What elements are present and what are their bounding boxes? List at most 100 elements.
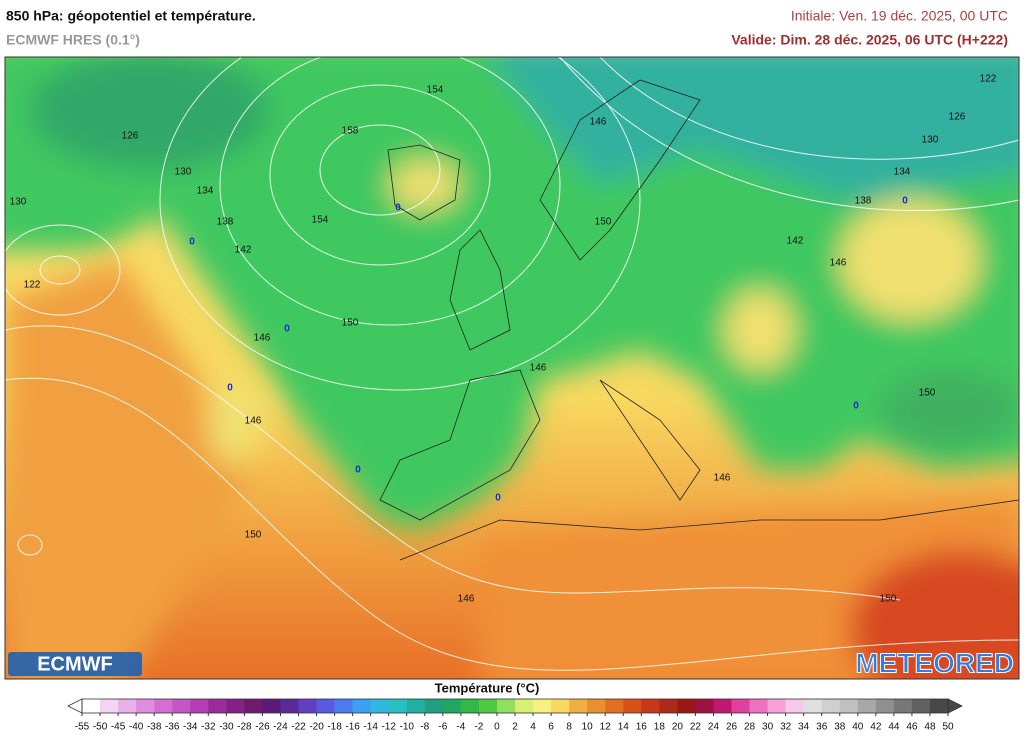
- valid-time: Valide: Dim. 28 déc. 2025, 06 UTC (H+222…: [731, 32, 1008, 48]
- colorbar-cell: [515, 699, 534, 713]
- colorbar-tick-label: -38: [147, 722, 162, 733]
- colorbar-tick-label: -6: [438, 722, 447, 733]
- colorbar-tick-label: 36: [816, 722, 828, 733]
- colorbar-tick-label: -50: [93, 722, 108, 733]
- colorbar-cell: [388, 699, 408, 713]
- contour-label: 146: [590, 117, 607, 128]
- contour-label: 122: [980, 74, 997, 85]
- colorbar-tick-label: 12: [600, 722, 612, 733]
- colorbar-tick-label: -8: [420, 722, 429, 733]
- colorbar-cell: [659, 699, 678, 713]
- colorbar-cell: [280, 699, 299, 713]
- colorbar: -55 -50 -45 -40 -38 -36 -34 -32 -30 -28 -26 -24 -22-…: [67, 698, 963, 733]
- colorbar-arrow: [947, 698, 963, 714]
- contour-label: 146: [458, 594, 475, 605]
- logo-ecmwf: ECMWF: [37, 653, 113, 675]
- colorbar-title: Température (°C): [435, 680, 540, 695]
- colorbar-tick-label: 14: [618, 722, 630, 733]
- colorbar-tick-label: -20: [309, 722, 324, 733]
- colorbar-cell: [605, 699, 624, 713]
- colorbar-tick-label: -18: [327, 722, 342, 733]
- colorbar-cell: [298, 699, 317, 713]
- colorbar-tick-label: -14: [363, 722, 378, 733]
- map: 154 126 130 134 138 142 158 154 146 150 …: [5, 57, 1019, 679]
- colorbar-tick-label: -30: [219, 722, 234, 733]
- colorbar-tick-label: 4: [530, 722, 536, 733]
- logo-meteored: METEORED: [855, 647, 1014, 678]
- colorbar-cell: [533, 699, 552, 713]
- colorbar-tick-label: 8: [566, 722, 572, 733]
- contour-label: 126: [122, 131, 139, 142]
- colorbar-cell: [352, 699, 371, 713]
- colorbar-cell: [785, 699, 804, 713]
- colorbar-tick-label: 40: [852, 722, 864, 733]
- colorbar-cell: [587, 699, 606, 713]
- isotherm-label: 0: [395, 203, 401, 214]
- colorbar-tick-label: -45: [111, 722, 126, 733]
- colorbar-tick-label: 50: [942, 722, 954, 733]
- colorbar-cell: [190, 699, 209, 713]
- colorbar-cell: [695, 699, 714, 713]
- colorbar-tick-label: 30: [762, 722, 774, 733]
- contour-label: 122: [24, 280, 41, 291]
- colorbar-cell: [226, 699, 245, 713]
- contour-label: 150: [342, 318, 359, 329]
- isotherm-label: 0: [189, 237, 195, 248]
- colorbar-cell: [893, 699, 913, 713]
- contour-label: 154: [427, 85, 444, 96]
- colorbar-cell: [857, 699, 877, 713]
- colorbar-tick-label: -22: [291, 722, 306, 733]
- colorbar-tick-label: 24: [708, 722, 720, 733]
- colorbar-cell: [929, 699, 949, 713]
- isotherm-labels: 0 0 0 0 0 0 0 0: [189, 196, 908, 504]
- contour-label: 150: [245, 530, 262, 541]
- colorbar-cell: [208, 699, 227, 713]
- colorbar-tick-label: -40: [129, 722, 144, 733]
- colorbar-tick-label: 44: [888, 722, 900, 733]
- isotherm-label: 0: [227, 383, 233, 394]
- contour-label: 142: [787, 236, 804, 247]
- colorbar-cell: [334, 699, 353, 713]
- colorbar-cell: [623, 699, 642, 713]
- colorbar-cell: [244, 699, 263, 713]
- isotherm-label: 0: [284, 324, 290, 335]
- contour-label: 134: [197, 186, 214, 197]
- contour-label: 150: [595, 217, 612, 228]
- colorbar-tick-label: -36: [165, 722, 180, 733]
- colorbar-tick-label: -32: [201, 722, 216, 733]
- colorbar-tick-label: -26: [255, 722, 270, 733]
- contour-label: 158: [342, 126, 359, 137]
- colorbar-cell: [442, 699, 462, 713]
- colorbar-tick-label: 46: [906, 722, 918, 733]
- colorbar-cell: [641, 699, 660, 713]
- colorbar-tick-label: -4: [456, 722, 465, 733]
- initial-time: Initiale: Ven. 19 déc. 2025, 00 UTC: [791, 8, 1008, 24]
- contour-label: 130: [175, 167, 192, 178]
- colorbar-cell: [406, 699, 426, 713]
- colorbar-tick-label: -24: [273, 722, 288, 733]
- colorbar-cell: [839, 699, 859, 713]
- colorbar-tick-label: 26: [726, 722, 738, 733]
- colorbar-cell: [460, 699, 480, 713]
- colorbar-tick-label: -16: [345, 722, 360, 733]
- contour-labels: 154 126 130 134 138 142 158 154 146 150 …: [10, 74, 997, 605]
- contour-label: 138: [217, 217, 234, 228]
- colorbar-tick-label: 34: [798, 722, 810, 733]
- isotherm-label: 0: [495, 493, 501, 504]
- contour-label: 142: [235, 245, 252, 256]
- contour-label: 138: [855, 196, 872, 207]
- isotherm-label: 0: [355, 465, 361, 476]
- colorbar-tick-label: 20: [672, 722, 684, 733]
- contour-label: 146: [830, 258, 847, 269]
- colorbar-cell: [424, 699, 444, 713]
- colorbar-cell: [136, 699, 155, 713]
- colorbar-tick-label: -28: [237, 722, 252, 733]
- colorbar-tick-label: 2: [512, 722, 518, 733]
- colorbar-cell: [172, 699, 191, 713]
- colorbar-cell: [713, 699, 732, 713]
- model-name: ECMWF HRES (0.1°): [6, 32, 140, 48]
- contour-label: 150: [919, 388, 936, 399]
- colorbar-cell: [551, 699, 570, 713]
- contour-label: 146: [254, 333, 271, 344]
- isotherm-label: 0: [853, 401, 859, 412]
